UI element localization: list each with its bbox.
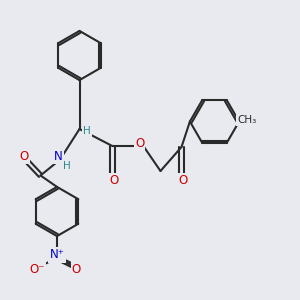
Text: CH₃: CH₃ [237,115,256,125]
Text: N⁺: N⁺ [50,248,64,262]
Text: H: H [83,125,91,136]
Text: O: O [110,174,118,188]
Text: O: O [72,262,81,276]
Text: H: H [63,161,70,171]
Text: O: O [178,174,188,188]
Text: O: O [20,150,28,163]
Text: O⁻: O⁻ [29,262,45,276]
Text: N: N [54,150,63,163]
Text: O: O [135,136,144,150]
